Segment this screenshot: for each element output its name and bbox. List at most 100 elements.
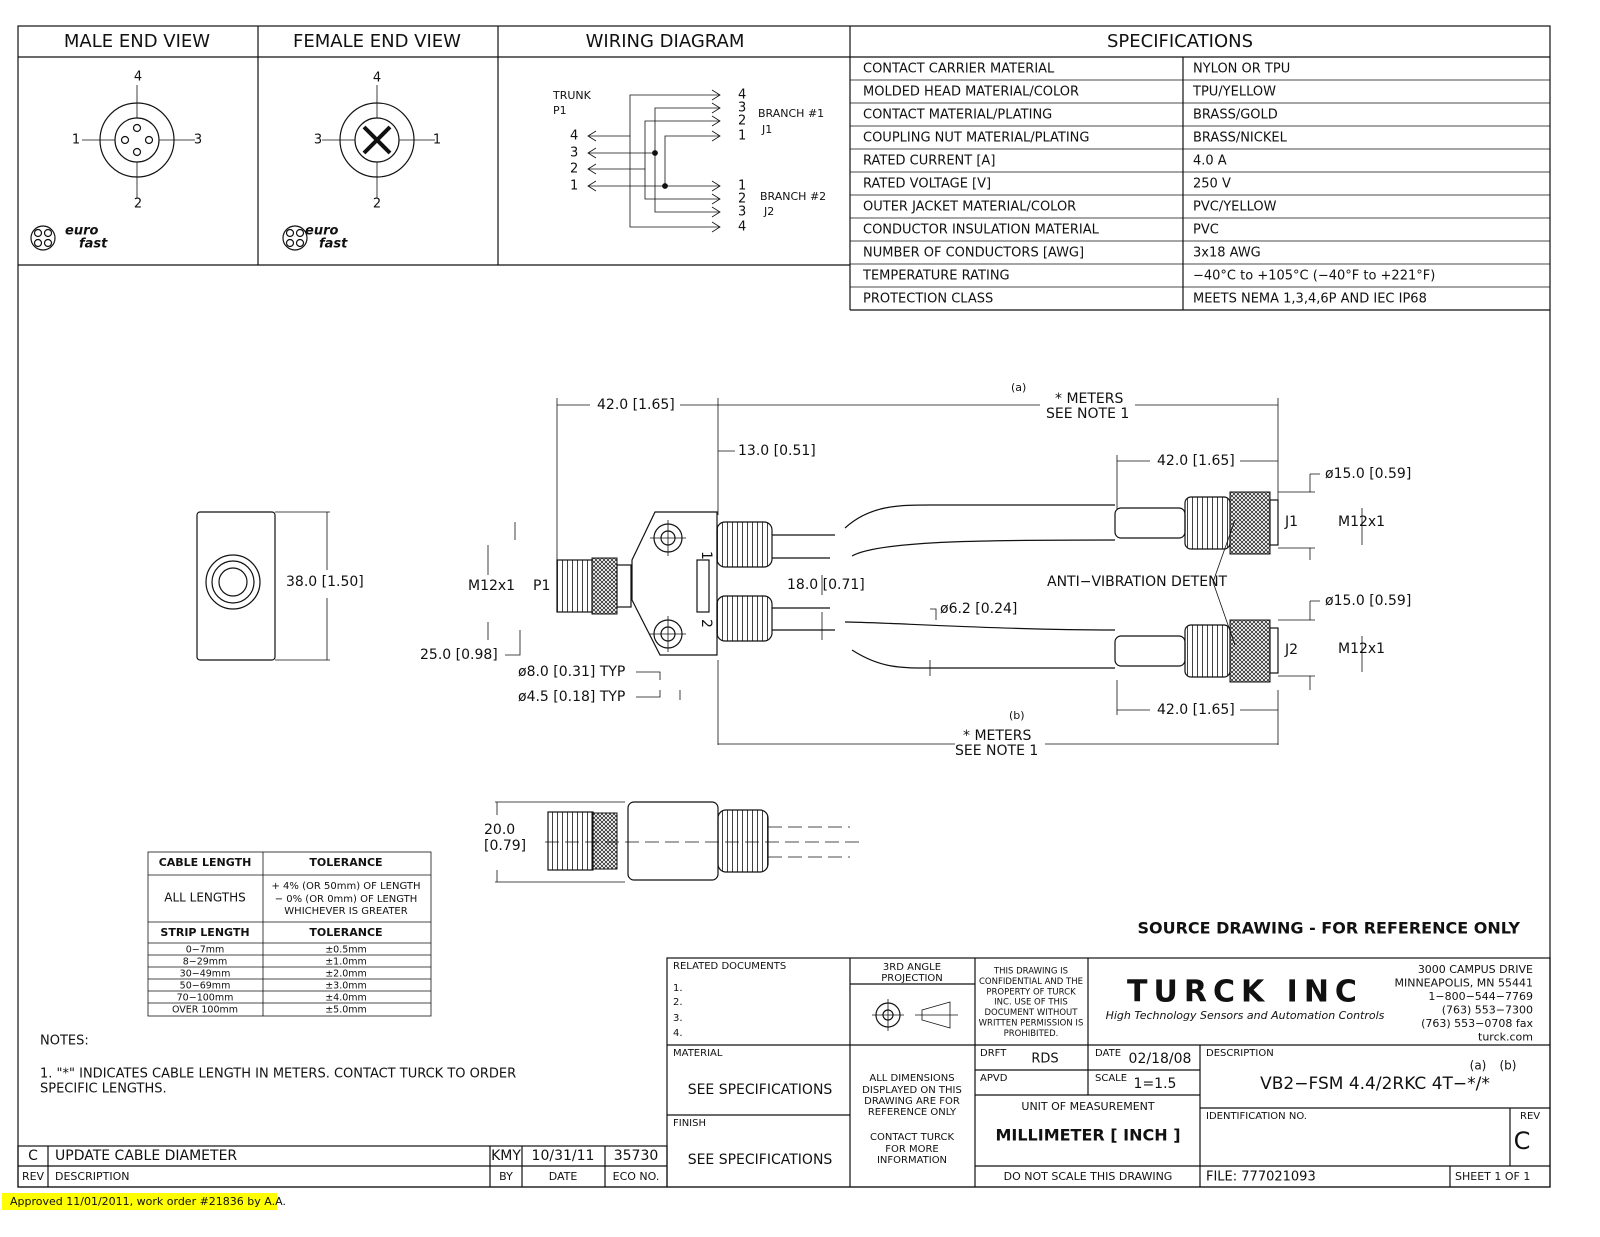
- label: P1: [553, 104, 567, 117]
- dimension-label: 38.0 [1.50]: [286, 574, 364, 590]
- label: DISPLAYED ON THIS: [862, 1085, 962, 1096]
- label: PROJECTION: [881, 973, 943, 984]
- revision-cell: KMY: [491, 1148, 521, 1164]
- pin-number: 3: [738, 101, 746, 116]
- label: − 0% (OR 0mm) OF LENGTH: [275, 894, 418, 905]
- label: ±5.0mm: [325, 1005, 367, 1016]
- revision-header: ECO NO.: [613, 1170, 660, 1183]
- revision-cell: 10/31/11: [532, 1148, 595, 1164]
- spec-value: BRASS/NICKEL: [1193, 131, 1288, 146]
- label: 1−800−544−7769: [1428, 990, 1533, 1003]
- label: OVER 100mm: [172, 1005, 238, 1016]
- label: ±4.0mm: [325, 993, 367, 1004]
- approval-highlight: [2, 1193, 277, 1210]
- pin-number: 3: [314, 133, 322, 148]
- label: 3000 CAMPUS DRIVE: [1418, 963, 1533, 976]
- spec-name: CONDUCTOR INSULATION MATERIAL: [863, 223, 1100, 238]
- wiring-lines: [587, 89, 721, 233]
- label: ALL DIMENSIONS: [869, 1073, 954, 1084]
- dimension-label: (a): [1011, 381, 1026, 394]
- label: SHEET 1 OF 1: [1455, 1170, 1530, 1183]
- part-number: VB2−FSM 4.4/2RKC 4T−*/*: [1260, 1074, 1490, 1094]
- spec-value: 250 V: [1193, 177, 1231, 192]
- label: MATERIAL: [673, 1048, 723, 1059]
- label: 70−100mm: [177, 993, 234, 1004]
- label: DESCRIPTION: [1206, 1048, 1274, 1059]
- spec-value: NYLON OR TPU: [1193, 62, 1290, 77]
- label: 2.: [673, 997, 683, 1008]
- label: REV: [1520, 1111, 1540, 1122]
- label: BRANCH #1: [758, 107, 824, 120]
- logo-text: euro: [65, 224, 98, 239]
- dimension-label: 42.0 [1.65]: [1157, 453, 1235, 469]
- label: 30−49mm: [180, 969, 231, 980]
- label: NOTES:: [40, 1034, 89, 1049]
- tolerance-table: [147, 851, 432, 1017]
- label: 02/18/08: [1129, 1051, 1192, 1067]
- company-logo: TURCK INC: [1127, 975, 1363, 1010]
- revision-header: BY: [499, 1170, 513, 1183]
- label: 1.: [673, 983, 683, 994]
- male-end-view: [30, 85, 195, 251]
- label: (b): [1500, 1059, 1517, 1073]
- approval-note: Approved 11/01/2011, work order #21836 b…: [10, 1195, 286, 1208]
- label: J1: [761, 123, 772, 136]
- pin-number: 1: [738, 179, 746, 194]
- spec-value: 3x18 AWG: [1193, 246, 1261, 261]
- label: + 4% (OR 50mm) OF LENGTH: [272, 881, 421, 892]
- pin-number: 1: [738, 129, 746, 144]
- dimension-label: P1: [533, 578, 550, 594]
- label: ±2.0mm: [325, 969, 367, 980]
- pin-number: 2: [570, 162, 578, 177]
- dimension-label: 13.0 [0.51]: [738, 443, 816, 459]
- label: CABLE LENGTH: [159, 856, 252, 869]
- label: CONTACT TURCK: [870, 1132, 954, 1143]
- dimension-label: (b): [1009, 709, 1025, 722]
- spec-value: −40°C to +105°C (−40°F to +221°F): [1193, 269, 1435, 284]
- pin-number: 4: [738, 88, 746, 103]
- dimension-label: M12x1: [1338, 514, 1385, 530]
- dimension-label: SEE NOTE 1: [955, 743, 1038, 759]
- label: High Technology Sensors and Automation C…: [1106, 1009, 1385, 1022]
- label: (763) 553−0708 fax: [1421, 1017, 1533, 1030]
- label: 50−69mm: [180, 981, 231, 992]
- spec-name: CONTACT MATERIAL/PLATING: [863, 108, 1052, 123]
- spec-value: MEETS NEMA 1,3,4,6P AND IEC IP68: [1193, 292, 1427, 307]
- pin-number: 4: [373, 71, 381, 86]
- pin-number: 3: [570, 146, 578, 161]
- spec-name: OUTER JACKET MATERIAL/COLOR: [863, 200, 1076, 215]
- logo-text: fast: [319, 237, 348, 252]
- label: SEE SPECIFICATIONS: [688, 1152, 833, 1168]
- revision-cell: 35730: [614, 1148, 659, 1164]
- dimension-label: ø15.0 [0.59]: [1325, 593, 1411, 609]
- label: WRITTEN PERMISSION IS: [979, 1019, 1084, 1029]
- pin-number: 3: [194, 133, 202, 148]
- label: TOLERANCE: [309, 856, 382, 869]
- dimension-label: J2: [1284, 642, 1298, 658]
- spec-name: COUPLING NUT MATERIAL/PLATING: [863, 131, 1089, 146]
- dimension-label: * METERS: [1055, 391, 1124, 407]
- pin-number: 4: [134, 70, 142, 85]
- spec-name: NUMBER OF CONDUCTORS [AWG]: [863, 246, 1084, 261]
- dimension-label: 2: [698, 619, 714, 628]
- label: MINNEAPOLIS, MN 55441: [1394, 977, 1533, 990]
- label: INFORMATION: [877, 1155, 947, 1166]
- revision-header: REV: [22, 1170, 45, 1183]
- label: FOR MORE: [885, 1144, 939, 1155]
- pin-number: 4: [738, 220, 746, 235]
- dimension-label: M12x1: [1338, 641, 1385, 657]
- label: (a): [1470, 1059, 1487, 1073]
- label: CONFIDENTIAL AND THE: [979, 977, 1083, 987]
- dimension-label: * METERS: [963, 728, 1032, 744]
- label: STRIP LENGTH: [160, 926, 249, 939]
- label: 0−7mm: [186, 945, 225, 956]
- spec-value: TPU/YELLOW: [1192, 85, 1276, 100]
- label: BRANCH #2: [760, 190, 826, 203]
- revision-header: DESCRIPTION: [55, 1170, 129, 1183]
- pin-number: 1: [433, 133, 441, 148]
- revision-cell: C: [28, 1148, 38, 1164]
- label: THIS DRAWING IS: [993, 967, 1068, 977]
- dimension-label: M12x1: [468, 578, 515, 594]
- label: 3.: [673, 1013, 683, 1024]
- pin-number: 3: [738, 205, 746, 220]
